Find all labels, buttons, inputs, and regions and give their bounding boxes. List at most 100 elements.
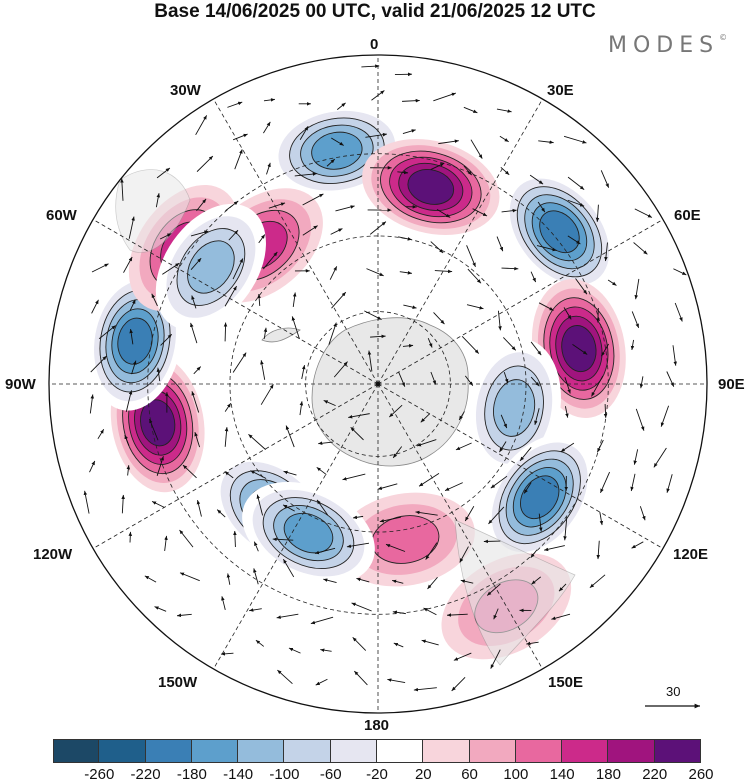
wind-vector — [98, 325, 116, 340]
wind-vector — [564, 377, 571, 394]
wind-vector — [299, 401, 304, 416]
colorbar-tick-label: -20 — [366, 766, 388, 783]
wind-vector — [182, 464, 197, 479]
wind-vector — [416, 439, 437, 447]
wind-vector — [89, 394, 95, 414]
wind-vector — [335, 205, 355, 212]
wind-vector — [220, 652, 234, 656]
wind-vector — [318, 441, 334, 446]
colorbar-cell-8 — [423, 739, 470, 763]
anomaly-cell-2 — [502, 170, 617, 293]
wind-vector — [493, 608, 499, 620]
wind-vector — [90, 355, 107, 373]
wind-vector — [430, 241, 444, 254]
wind-vector — [248, 433, 266, 450]
wind-vector — [263, 327, 268, 339]
wind-vector — [164, 535, 168, 551]
wind-vector — [415, 510, 438, 516]
wind-vector — [600, 343, 609, 357]
wind-vector — [446, 613, 468, 617]
wind-vector — [463, 165, 473, 176]
wind-vector — [398, 236, 412, 241]
wind-vector — [599, 512, 604, 526]
wind-vector — [413, 687, 437, 692]
wind-vector — [496, 236, 504, 252]
colorbar-cell-3 — [191, 739, 239, 763]
wind-vector — [459, 546, 469, 563]
wind-vector — [282, 504, 295, 512]
wind-vector — [129, 299, 136, 311]
colorbar-cell-6 — [330, 739, 377, 763]
wind-vector — [125, 390, 133, 413]
wind-vector — [537, 201, 546, 213]
wind-vector — [162, 262, 180, 275]
reference-vector-label: 30 — [666, 684, 681, 699]
wind-vector — [333, 361, 348, 378]
wind-vector — [523, 482, 532, 494]
wind-vector — [530, 271, 537, 283]
wind-vector — [288, 647, 301, 654]
wind-vector — [423, 607, 437, 616]
wind-vector — [314, 547, 336, 555]
wind-vector — [434, 269, 453, 274]
wind-vector — [128, 216, 135, 239]
wind-vector — [195, 115, 208, 136]
wind-vector — [575, 278, 588, 295]
colorbar-cell-1 — [99, 739, 146, 763]
lon-label-180: 180 — [364, 717, 390, 734]
wind-vector — [392, 579, 404, 584]
wind-vector — [263, 121, 271, 134]
wind-vector — [460, 579, 474, 584]
wind-vector — [430, 371, 437, 385]
wind-vector — [323, 400, 336, 407]
lon-label-60w: 60W — [46, 207, 77, 224]
map-boundary — [48, 54, 708, 714]
wind-vector — [551, 613, 571, 620]
wind-vector — [433, 312, 445, 325]
wind-vector — [635, 408, 645, 431]
wind-vector — [179, 572, 200, 582]
wind-vector — [496, 108, 512, 113]
wind-vector — [455, 442, 472, 451]
wind-vector — [224, 471, 234, 479]
wind-vector — [470, 139, 483, 159]
wind-vector — [191, 295, 197, 309]
wind-vector — [326, 158, 336, 167]
wind-vector — [371, 90, 385, 101]
anomaly-cell-4 — [467, 338, 561, 478]
wind-vector — [126, 465, 131, 476]
meridian-60 — [377, 219, 664, 385]
wind-vector — [226, 573, 231, 585]
colorbar-cell-13 — [654, 739, 701, 763]
wind-vector — [234, 149, 243, 170]
wind-vector — [323, 578, 337, 583]
wind-vector — [224, 285, 237, 307]
wind-vector — [144, 575, 157, 583]
meridian-330 — [213, 98, 379, 385]
wind-vector — [402, 344, 414, 348]
wind-vector — [361, 64, 380, 68]
anomaly-cell-5 — [484, 434, 595, 561]
wind-vector — [179, 529, 194, 548]
wind-vector — [294, 172, 317, 177]
wind-vector — [563, 307, 572, 320]
colorbar-tick-label: -220 — [130, 766, 161, 783]
wind-vector — [223, 322, 228, 342]
wind-vector — [123, 256, 133, 273]
colorbar-cell-4 — [238, 739, 285, 763]
wind-vector — [221, 596, 226, 611]
wind-vector — [160, 333, 173, 346]
wind-vector — [196, 500, 202, 517]
wind-vector — [277, 669, 293, 685]
wind-vector — [589, 574, 606, 589]
wind-vector — [519, 447, 532, 462]
wind-vector — [672, 345, 677, 366]
wind-vector — [156, 367, 161, 382]
wind-vector — [425, 542, 438, 560]
wind-vector — [392, 610, 406, 615]
anomaly-cell-1 — [362, 138, 500, 235]
wind-vector — [350, 426, 364, 441]
anomaly-cell-10 — [110, 353, 205, 493]
wind-vector — [430, 162, 445, 170]
wind-vector — [630, 473, 636, 492]
